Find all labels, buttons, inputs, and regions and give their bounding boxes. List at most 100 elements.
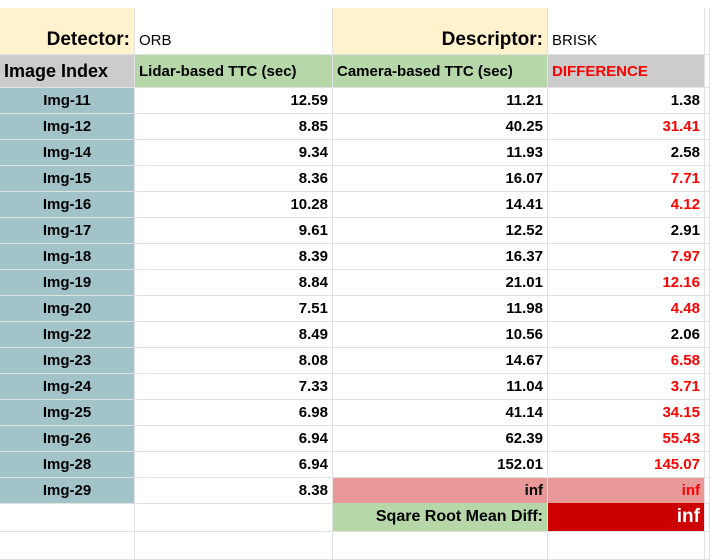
column-header-camera-ttc[interactable]: Camera-based TTC (sec)	[333, 55, 548, 88]
empty-cell[interactable]	[705, 348, 710, 374]
empty-cell[interactable]	[705, 192, 710, 218]
empty-cell[interactable]	[135, 503, 333, 532]
camera-ttc-cell[interactable]: 11.98	[333, 296, 548, 322]
descriptor-value-cell[interactable]: BRISK	[548, 8, 705, 55]
empty-cell[interactable]	[705, 452, 710, 478]
difference-cell[interactable]: 145.07	[548, 452, 705, 478]
empty-cell[interactable]	[705, 296, 710, 322]
lidar-ttc-cell[interactable]: 6.94	[135, 452, 333, 478]
camera-ttc-cell[interactable]: 21.01	[333, 270, 548, 296]
lidar-ttc-cell[interactable]: 6.98	[135, 400, 333, 426]
difference-cell[interactable]: 4.48	[548, 296, 705, 322]
empty-cell[interactable]	[0, 503, 135, 532]
camera-ttc-cell[interactable]: 11.21	[333, 88, 548, 114]
summary-value-cell[interactable]: inf	[548, 503, 705, 532]
camera-ttc-cell[interactable]: 40.25	[333, 114, 548, 140]
empty-cell[interactable]	[705, 478, 710, 504]
lidar-ttc-cell[interactable]: 8.84	[135, 270, 333, 296]
image-index-cell[interactable]: Img-18	[0, 244, 135, 270]
detector-label-cell[interactable]: Detector:	[0, 8, 135, 55]
empty-cell[interactable]	[705, 400, 710, 426]
difference-cell[interactable]: 2.58	[548, 140, 705, 166]
difference-cell[interactable]: inf	[548, 478, 705, 504]
empty-cell[interactable]	[705, 426, 710, 452]
camera-ttc-cell[interactable]: 152.01	[333, 452, 548, 478]
empty-cell[interactable]	[705, 322, 710, 348]
descriptor-label-cell[interactable]: Descriptor:	[333, 8, 548, 55]
camera-ttc-cell[interactable]: 12.52	[333, 218, 548, 244]
camera-ttc-cell[interactable]: 16.37	[333, 244, 548, 270]
empty-cell[interactable]	[705, 8, 710, 55]
empty-cell[interactable]	[705, 244, 710, 270]
lidar-ttc-cell[interactable]: 9.34	[135, 140, 333, 166]
difference-cell[interactable]: 6.58	[548, 348, 705, 374]
empty-cell[interactable]	[705, 166, 710, 192]
empty-cell[interactable]	[548, 532, 705, 560]
lidar-ttc-cell[interactable]: 10.28	[135, 192, 333, 218]
lidar-ttc-cell[interactable]: 8.85	[135, 114, 333, 140]
difference-cell[interactable]: 3.71	[548, 374, 705, 400]
image-index-cell[interactable]: Img-11	[0, 88, 135, 114]
camera-ttc-cell[interactable]: 16.07	[333, 166, 548, 192]
lidar-ttc-cell[interactable]: 9.61	[135, 218, 333, 244]
empty-cell[interactable]	[135, 532, 333, 560]
empty-cell[interactable]	[705, 503, 710, 532]
difference-cell[interactable]: 31.41	[548, 114, 705, 140]
empty-cell[interactable]	[705, 114, 710, 140]
image-index-cell[interactable]: Img-24	[0, 374, 135, 400]
camera-ttc-cell[interactable]: inf	[333, 478, 548, 504]
empty-cell[interactable]	[705, 218, 710, 244]
empty-cell[interactable]	[0, 532, 135, 560]
column-header-difference[interactable]: DIFFERENCE	[548, 55, 705, 88]
camera-ttc-cell[interactable]: 11.93	[333, 140, 548, 166]
image-index-cell[interactable]: Img-29	[0, 478, 135, 504]
summary-label-cell[interactable]: Sqare Root Mean Diff:	[333, 503, 548, 532]
difference-cell[interactable]: 12.16	[548, 270, 705, 296]
difference-cell[interactable]: 55.43	[548, 426, 705, 452]
lidar-ttc-cell[interactable]: 7.51	[135, 296, 333, 322]
image-index-cell[interactable]: Img-23	[0, 348, 135, 374]
lidar-ttc-cell[interactable]: 8.49	[135, 322, 333, 348]
empty-cell[interactable]	[705, 88, 710, 114]
image-index-cell[interactable]: Img-20	[0, 296, 135, 322]
detector-value-cell[interactable]: ORB	[135, 8, 333, 55]
empty-cell[interactable]	[705, 374, 710, 400]
camera-ttc-cell[interactable]: 62.39	[333, 426, 548, 452]
difference-cell[interactable]: 2.06	[548, 322, 705, 348]
lidar-ttc-cell[interactable]: 8.39	[135, 244, 333, 270]
difference-cell[interactable]: 2.91	[548, 218, 705, 244]
difference-cell[interactable]: 4.12	[548, 192, 705, 218]
difference-cell[interactable]: 1.38	[548, 88, 705, 114]
camera-ttc-cell[interactable]: 10.56	[333, 322, 548, 348]
image-index-cell[interactable]: Img-14	[0, 140, 135, 166]
difference-cell[interactable]: 7.97	[548, 244, 705, 270]
camera-ttc-cell[interactable]: 41.14	[333, 400, 548, 426]
lidar-ttc-cell[interactable]: 8.36	[135, 166, 333, 192]
empty-cell[interactable]	[705, 55, 710, 88]
empty-cell[interactable]	[705, 270, 710, 296]
lidar-ttc-cell[interactable]: 7.33	[135, 374, 333, 400]
empty-cell[interactable]	[333, 532, 548, 560]
image-index-cell[interactable]: Img-12	[0, 114, 135, 140]
image-index-cell[interactable]: Img-15	[0, 166, 135, 192]
lidar-ttc-cell[interactable]: 6.94	[135, 426, 333, 452]
lidar-ttc-cell[interactable]: 8.08	[135, 348, 333, 374]
empty-cell[interactable]	[705, 140, 710, 166]
camera-ttc-cell[interactable]: 11.04	[333, 374, 548, 400]
image-index-cell[interactable]: Img-17	[0, 218, 135, 244]
difference-cell[interactable]: 7.71	[548, 166, 705, 192]
image-index-cell[interactable]: Img-28	[0, 452, 135, 478]
lidar-ttc-cell[interactable]: 12.59	[135, 88, 333, 114]
image-index-cell[interactable]: Img-25	[0, 400, 135, 426]
difference-cell[interactable]: 34.15	[548, 400, 705, 426]
image-index-cell[interactable]: Img-19	[0, 270, 135, 296]
image-index-cell[interactable]: Img-22	[0, 322, 135, 348]
column-header-lidar-ttc[interactable]: Lidar-based TTC (sec)	[135, 55, 333, 88]
image-index-cell[interactable]: Img-26	[0, 426, 135, 452]
lidar-ttc-cell[interactable]: 8.38	[135, 478, 333, 504]
camera-ttc-cell[interactable]: 14.67	[333, 348, 548, 374]
camera-ttc-cell[interactable]: 14.41	[333, 192, 548, 218]
column-header-image-index[interactable]: Image Index	[0, 55, 135, 88]
empty-cell[interactable]	[705, 532, 710, 560]
image-index-cell[interactable]: Img-16	[0, 192, 135, 218]
